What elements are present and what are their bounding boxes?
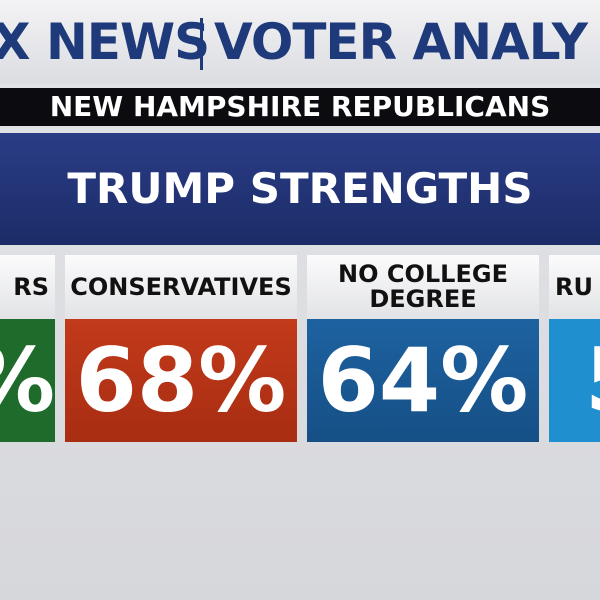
card: RS % [0,255,55,442]
card: CONSERVATIVES 68% [65,255,297,442]
program-name: VOTER ANALY [214,13,588,71]
title: TRUMP STRENGTHS [0,133,600,245]
separator [200,18,203,70]
network-name: X NEWS [0,13,210,71]
card: RU 5 [549,255,600,442]
card-label: RU [549,255,600,319]
card: NO COLLEGE DEGREE 64% [307,255,539,442]
card-value: 68% [65,319,297,442]
subtitle: NEW HAMPSHIRE REPUBLICANS [0,88,600,126]
card-value: 64% [307,319,539,442]
header-bar [0,0,600,84]
card-label: RS [0,255,55,319]
card-label: CONSERVATIVES [65,255,297,319]
card-label: NO COLLEGE DEGREE [307,255,539,319]
card-value: 5 [549,319,600,442]
card-value: % [0,319,55,442]
